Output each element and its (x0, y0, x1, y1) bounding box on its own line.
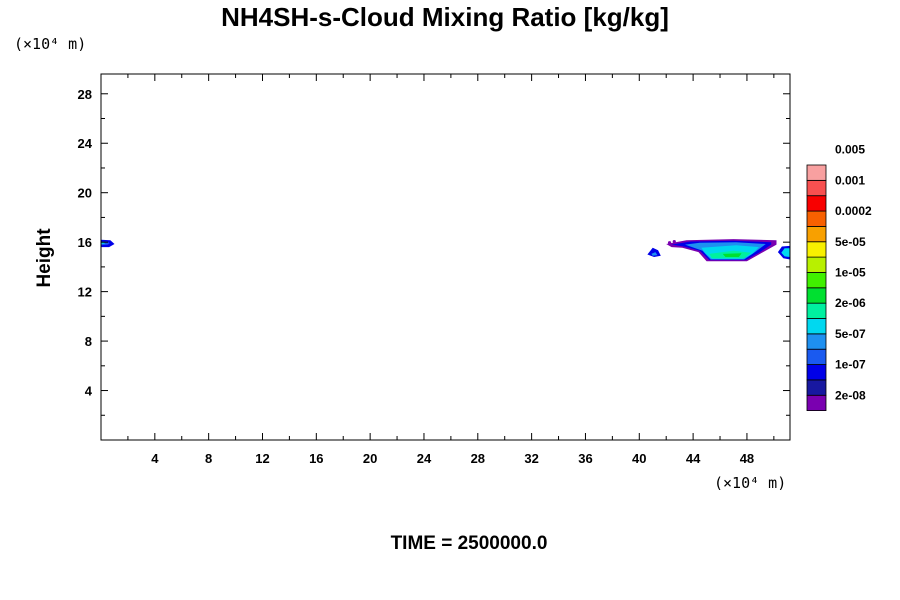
colorbar-label: 0.005 (835, 143, 865, 157)
x-tick-label: 4 (151, 451, 159, 466)
y-tick-label: 8 (85, 334, 92, 349)
x-tick-label: 36 (578, 451, 592, 466)
colorbar-swatch (806, 318, 827, 335)
colorbar-label: 0.0002 (835, 204, 872, 218)
time-label: TIME = 2500000.0 (391, 533, 548, 554)
colorbar: 2e-08 1e-07 5e-07 2e-06 1e-05 5e-05 0.0002 0.00… (806, 143, 872, 412)
chart-title: NH4SH-s-Cloud Mixing Ratio [kg/kg] (221, 2, 669, 32)
colorbar-swatch (806, 379, 827, 396)
plot-area (101, 74, 790, 440)
colorbar-swatch (806, 272, 827, 289)
colorbar-swatch (806, 164, 827, 181)
cloud-speck (672, 239, 676, 244)
y-tick-label: 4 (85, 384, 93, 399)
x-tick-label: 28 (471, 451, 485, 466)
small-blob-41-inner (651, 252, 658, 256)
colorbar-swatch (806, 195, 827, 212)
colorbar-label: 1e-05 (835, 265, 866, 279)
x-tick-label: 12 (255, 451, 269, 466)
x-unit-label: (×10⁴ m) (714, 474, 786, 492)
colorbar-swatch (806, 210, 827, 227)
cloud-speck (667, 241, 672, 245)
y-tick-label: 20 (78, 186, 92, 201)
colorbar-label: 2e-08 (835, 388, 866, 402)
small-blob-41 (647, 247, 661, 257)
colorbar-swatch (806, 225, 827, 243)
colorbar-label: 2e-06 (835, 296, 866, 310)
colorbar-swatch (806, 256, 827, 273)
colorbar-swatch (806, 394, 827, 412)
colorbar-swatch (806, 364, 827, 381)
y-tick-label: 12 (78, 285, 92, 300)
x-tick-label: 32 (524, 451, 538, 466)
colorbar-swatch (806, 348, 827, 365)
colorbar-label: 5e-07 (835, 327, 866, 341)
y-axis-label: Height (34, 228, 55, 288)
y-axis-ticks: 4 8 12 16 20 24 28 (78, 87, 790, 416)
left-cloud-core (101, 242, 105, 244)
y-tick-label: 28 (78, 87, 92, 102)
colorbar-swatch (806, 287, 827, 304)
y-tick-label: 24 (78, 136, 93, 151)
y-tick-label: 16 (78, 235, 92, 250)
colorbar-label: 1e-07 (835, 358, 866, 372)
colorbar-swatch (806, 333, 827, 350)
y-unit-label: (×10⁴ m) (14, 35, 86, 53)
right-band-green (722, 253, 742, 257)
x-tick-label: 16 (309, 451, 323, 466)
x-tick-label: 20 (363, 451, 377, 466)
x-axis-ticks: 4 8 12 16 20 24 28 32 36 40 44 48 (127, 74, 775, 466)
x-tick-label: 8 (205, 451, 212, 466)
plot-frame (100, 73, 791, 441)
x-tick-label: 40 (632, 451, 646, 466)
colorbar-swatch (806, 241, 827, 258)
colorbar-swatch (806, 302, 827, 319)
colorbar-label: 5e-05 (835, 235, 866, 249)
x-tick-label: 24 (417, 451, 432, 466)
colorbar-swatch (806, 179, 827, 197)
colorbar-label: 0.001 (835, 173, 865, 187)
x-tick-label: 44 (686, 451, 701, 466)
contour-features (101, 239, 790, 262)
right-edge-blob-inner (781, 248, 790, 257)
x-tick-label: 48 (740, 451, 754, 466)
